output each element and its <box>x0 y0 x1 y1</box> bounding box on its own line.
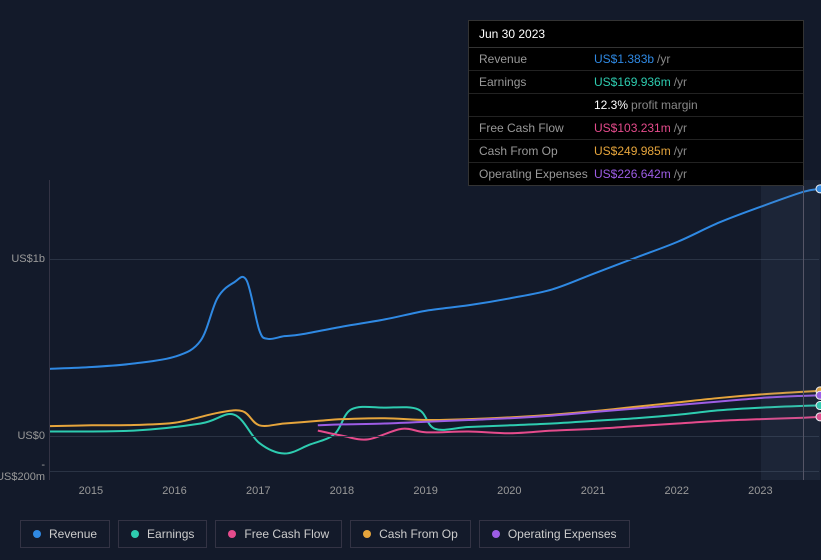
legend-item-earnings[interactable]: Earnings <box>118 520 207 548</box>
tooltip-unit: /yr <box>674 75 687 89</box>
legend-item-operating-expenses[interactable]: Operating Expenses <box>479 520 630 548</box>
tooltip-row: 12.3% profit margin <box>469 94 803 117</box>
tooltip-row: RevenueUS$1.383b /yr <box>469 48 803 71</box>
legend-item-free-cash-flow[interactable]: Free Cash Flow <box>215 520 342 548</box>
tooltip-unit: /yr <box>674 167 687 181</box>
x-axis-label: 2015 <box>79 485 103 497</box>
x-axis-label: 2023 <box>748 485 772 497</box>
tooltip-label: Earnings <box>479 75 594 89</box>
legend-label: Free Cash Flow <box>244 527 329 541</box>
legend-label: Operating Expenses <box>508 527 617 541</box>
tooltip-unit: /yr <box>674 144 687 158</box>
gridline <box>50 471 819 472</box>
tooltip-label <box>479 98 594 112</box>
x-axis-label: 2021 <box>581 485 605 497</box>
tooltip-label: Free Cash Flow <box>479 121 594 135</box>
legend-dot-icon <box>228 530 236 538</box>
legend-label: Cash From Op <box>379 527 458 541</box>
plot-area[interactable] <box>49 180 819 480</box>
tooltip-value: 12.3% <box>594 98 628 112</box>
tooltip-row: Operating ExpensesUS$226.642m /yr <box>469 163 803 185</box>
chart-legend: Revenue Earnings Free Cash Flow Cash From O… <box>20 520 630 548</box>
series-earnings <box>50 406 820 454</box>
x-axis: 2015 2016 2017 2018 2019 2020 2021 2022 2023 <box>49 485 819 505</box>
series-opex <box>318 395 820 425</box>
tooltip-label: Revenue <box>479 52 594 66</box>
legend-item-cash-from-op[interactable]: Cash From Op <box>350 520 471 548</box>
legend-dot-icon <box>492 530 500 538</box>
legend-label: Earnings <box>147 527 194 541</box>
legend-item-revenue[interactable]: Revenue <box>20 520 110 548</box>
tooltip-value: US$226.642m <box>594 167 671 181</box>
x-axis-label: 2018 <box>330 485 354 497</box>
gridline <box>50 436 819 437</box>
chart-tooltip: Jun 30 2023 RevenueUS$1.383b /yrEarnings… <box>468 20 804 186</box>
tooltip-value: US$169.936m <box>594 75 671 89</box>
y-axis-label: US$0 <box>0 430 45 442</box>
series-revenue <box>50 189 820 369</box>
tooltip-date: Jun 30 2023 <box>469 21 803 48</box>
x-axis-label: 2019 <box>413 485 437 497</box>
tooltip-row: Cash From OpUS$249.985m /yr <box>469 140 803 163</box>
tooltip-unit: /yr <box>657 52 670 66</box>
tooltip-row: EarningsUS$169.936m /yr <box>469 71 803 94</box>
y-axis-label: -US$200m <box>0 459 45 483</box>
legend-label: Revenue <box>49 527 97 541</box>
cursor-line <box>803 180 804 480</box>
legend-dot-icon <box>363 530 371 538</box>
x-axis-label: 2016 <box>162 485 186 497</box>
tooltip-value: US$249.985m <box>594 144 671 158</box>
x-axis-label: 2022 <box>664 485 688 497</box>
highlight-band <box>761 180 820 480</box>
tooltip-unit: /yr <box>674 121 687 135</box>
x-axis-label: 2020 <box>497 485 521 497</box>
tooltip-value: US$1.383b <box>594 52 654 66</box>
tooltip-label: Cash From Op <box>479 144 594 158</box>
tooltip-unit: profit margin <box>631 98 698 112</box>
financial-chart[interactable]: -US$200mUS$0US$1b <box>15 160 805 480</box>
tooltip-row: Free Cash FlowUS$103.231m /yr <box>469 117 803 140</box>
tooltip-label: Operating Expenses <box>479 167 594 181</box>
legend-dot-icon <box>33 530 41 538</box>
tooltip-value: US$103.231m <box>594 121 671 135</box>
y-axis-label: US$1b <box>0 253 45 265</box>
x-axis-label: 2017 <box>246 485 270 497</box>
gridline <box>50 259 819 260</box>
legend-dot-icon <box>131 530 139 538</box>
